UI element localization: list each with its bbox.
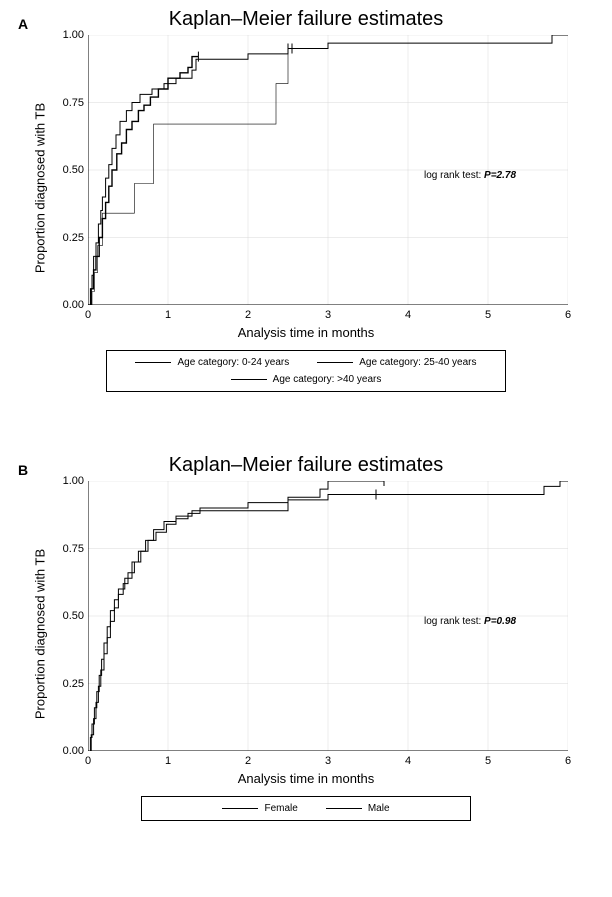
ytick-label: 0.00	[63, 745, 84, 757]
legend-item: Age category: 25-40 years	[317, 357, 476, 368]
ytick-label: 0.50	[63, 164, 84, 176]
xtick-label: 1	[165, 755, 171, 767]
legend-label: Age category: 25-40 years	[359, 357, 476, 368]
xtick-label: 5	[485, 755, 491, 767]
legend-label: Age category: >40 years	[273, 374, 382, 385]
panel-a-ylabel: Proportion diagnosed with TB	[33, 102, 48, 272]
legend-swatch	[135, 362, 171, 363]
legend-item: Female	[222, 803, 297, 814]
panel-a-plot-wrap: Proportion diagnosed with TB 0.000.250.5…	[26, 35, 586, 340]
panel-b: B Kaplan–Meier failure estimates Proport…	[0, 454, 612, 821]
panel-a-title: Kaplan–Meier failure estimates	[0, 8, 612, 31]
xtick-label: 1	[165, 309, 171, 321]
xtick-label: 2	[245, 755, 251, 767]
ytick-label: 0.50	[63, 610, 84, 622]
log-rank-annotation: log rank test: P=2.78	[424, 170, 516, 181]
panel-b-label: B	[18, 462, 28, 478]
ytick-label: 0.75	[63, 97, 84, 109]
legend-swatch	[231, 379, 267, 380]
xtick-label: 0	[85, 755, 91, 767]
xtick-label: 6	[565, 309, 571, 321]
panel-b-plot-area: 0.000.250.500.751.000123456log rank test…	[88, 481, 568, 751]
xtick-label: 0	[85, 309, 91, 321]
panel-b-legend: Female Male	[141, 796, 471, 821]
panel-a-label: A	[18, 16, 28, 32]
ytick-label: 0.75	[63, 543, 84, 555]
xtick-label: 3	[325, 309, 331, 321]
panel-a-xlabel: Analysis time in months	[26, 325, 586, 340]
panel-b-plot-wrap: Proportion diagnosed with TB 0.000.250.5…	[26, 481, 586, 786]
panel-a-plot-area: 0.000.250.500.751.000123456log rank test…	[88, 35, 568, 305]
xtick-label: 4	[405, 309, 411, 321]
xtick-label: 6	[565, 755, 571, 767]
legend-item: Male	[326, 803, 390, 814]
ytick-label: 1.00	[63, 475, 84, 487]
legend-swatch	[317, 362, 353, 363]
panel-b-ylabel: Proportion diagnosed with TB	[33, 548, 48, 718]
legend-label: Age category: 0-24 years	[177, 357, 289, 368]
xtick-label: 5	[485, 309, 491, 321]
legend-item: Age category: >40 years	[231, 374, 382, 385]
panel-a: A Kaplan–Meier failure estimates Proport…	[0, 8, 612, 392]
xtick-label: 3	[325, 755, 331, 767]
ytick-label: 0.00	[63, 299, 84, 311]
legend-label: Female	[264, 803, 297, 814]
log-rank-annotation: log rank test: P=0.98	[424, 616, 516, 627]
ytick-label: 1.00	[63, 29, 84, 41]
legend-item: Age category: 0-24 years	[135, 357, 289, 368]
legend-swatch	[326, 808, 362, 809]
panel-b-title: Kaplan–Meier failure estimates	[0, 454, 612, 477]
ytick-label: 0.25	[63, 678, 84, 690]
panel-a-legend: Age category: 0-24 years Age category: 25…	[106, 350, 506, 392]
legend-swatch	[222, 808, 258, 809]
panel-b-xlabel: Analysis time in months	[26, 771, 586, 786]
legend-label: Male	[368, 803, 390, 814]
ytick-label: 0.25	[63, 232, 84, 244]
xtick-label: 2	[245, 309, 251, 321]
xtick-label: 4	[405, 755, 411, 767]
